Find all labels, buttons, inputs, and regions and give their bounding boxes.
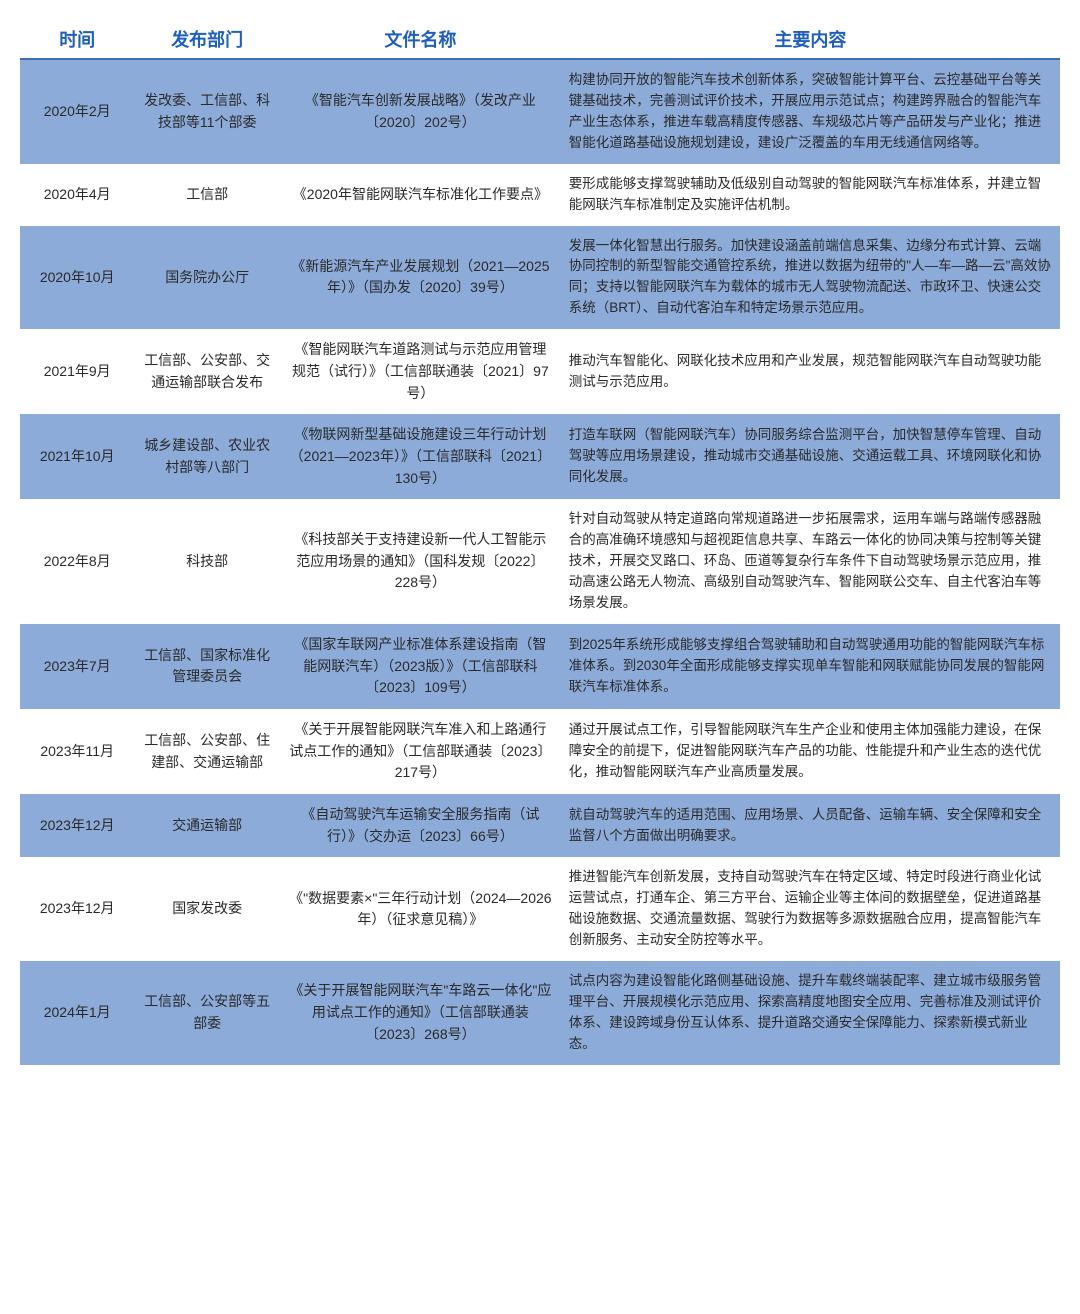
cell-doc: 《关于开展智能网联汽车"车路云一体化"应用试点工作的通知》（工信部联通装〔202… (280, 961, 561, 1065)
table-row: 2020年2月发改委、工信部、科技部等11个部委《智能汽车创新发展战略》（发改产… (20, 59, 1060, 164)
cell-time: 2020年2月 (20, 59, 134, 164)
cell-dept: 科技部 (134, 499, 280, 624)
cell-dept: 工信部、公安部、交通运输部联合发布 (134, 329, 280, 414)
table-row: 2020年10月国务院办公厅《新能源汽车产业发展规划（2021—2025年）》（… (20, 226, 1060, 330)
cell-body: 构建协同开放的智能汽车技术创新体系，突破智能计算平台、云控基础平台等关键基础技术… (561, 59, 1060, 164)
header-row: 时间 发布部门 文件名称 主要内容 (20, 20, 1060, 59)
header-body: 主要内容 (561, 20, 1060, 59)
cell-body: 针对自动驾驶从特定道路向常规道路进一步拓展需求，运用车端与路端传感器融合的高准确… (561, 499, 1060, 624)
cell-time: 2020年4月 (20, 164, 134, 226)
cell-doc: 《自动驾驶汽车运输安全服务指南（试行）》（交办运〔2023〕66号） (280, 794, 561, 857)
cell-dept: 工信部、公安部等五部委 (134, 961, 280, 1065)
cell-doc: 《国家车联网产业标准体系建设指南（智能网联汽车）（2023版）》（工信部联科〔2… (280, 624, 561, 709)
cell-time: 2023年7月 (20, 624, 134, 709)
cell-time: 2023年11月 (20, 709, 134, 794)
cell-body: 要形成能够支撑驾驶辅助及低级别自动驾驶的智能网联汽车标准体系，并建立智能网联汽车… (561, 164, 1060, 226)
cell-doc: 《"数据要素×"三年行动计划（2024—2026年）（征求意见稿）》 (280, 857, 561, 961)
cell-doc: 《智能汽车创新发展战略》（发改产业〔2020〕202号） (280, 59, 561, 164)
cell-body: 到2025年系统形成能够支撑组合驾驶辅助和自动驾驶通用功能的智能网联汽车标准体系… (561, 624, 1060, 709)
cell-time: 2021年10月 (20, 414, 134, 499)
cell-body: 试点内容为建设智能化路侧基础设施、提升车载终端装配率、建立城市级服务管理平台、开… (561, 961, 1060, 1065)
cell-body: 推动汽车智能化、网联化技术应用和产业发展，规范智能网联汽车自动驾驶功能测试与示范… (561, 329, 1060, 414)
table-row: 2021年10月城乡建设部、农业农村部等八部门《物联网新型基础设施建设三年行动计… (20, 414, 1060, 499)
cell-time: 2020年10月 (20, 226, 134, 330)
header-doc: 文件名称 (280, 20, 561, 59)
cell-doc: 《关于开展智能网联汽车准入和上路通行试点工作的通知》（工信部联通装〔2023〕2… (280, 709, 561, 794)
cell-time: 2023年12月 (20, 794, 134, 857)
cell-dept: 工信部、国家标准化管理委员会 (134, 624, 280, 709)
cell-doc: 《新能源汽车产业发展规划（2021—2025年）》（国办发〔2020〕39号） (280, 226, 561, 330)
table-row: 2021年9月工信部、公安部、交通运输部联合发布《智能网联汽车道路测试与示范应用… (20, 329, 1060, 414)
cell-time: 2024年1月 (20, 961, 134, 1065)
cell-dept: 工信部 (134, 164, 280, 226)
cell-time: 2022年8月 (20, 499, 134, 624)
cell-doc: 《科技部关于支持建设新一代人工智能示范应用场景的通知》（国科发规〔2022〕22… (280, 499, 561, 624)
header-dept: 发布部门 (134, 20, 280, 59)
table-row: 2022年8月科技部《科技部关于支持建设新一代人工智能示范应用场景的通知》（国科… (20, 499, 1060, 624)
cell-body: 发展一体化智慧出行服务。加快建设涵盖前端信息采集、边缘分布式计算、云端协同控制的… (561, 226, 1060, 330)
cell-doc: 《2020年智能网联汽车标准化工作要点》 (280, 164, 561, 226)
table-row: 2023年7月工信部、国家标准化管理委员会《国家车联网产业标准体系建设指南（智能… (20, 624, 1060, 709)
cell-dept: 交通运输部 (134, 794, 280, 857)
cell-dept: 城乡建设部、农业农村部等八部门 (134, 414, 280, 499)
cell-dept: 工信部、公安部、住建部、交通运输部 (134, 709, 280, 794)
cell-body: 推进智能汽车创新发展，支持自动驾驶汽车在特定区域、特定时段进行商业化试运营试点，… (561, 857, 1060, 961)
cell-time: 2021年9月 (20, 329, 134, 414)
cell-body: 打造车联网（智能网联汽车）协同服务综合监测平台，加快智慧停车管理、自动驾驶等应用… (561, 414, 1060, 499)
cell-doc: 《智能网联汽车道路测试与示范应用管理规范（试行）》（工信部联通装〔2021〕97… (280, 329, 561, 414)
table-row: 2023年12月交通运输部《自动驾驶汽车运输安全服务指南（试行）》（交办运〔20… (20, 794, 1060, 857)
cell-time: 2023年12月 (20, 857, 134, 961)
cell-dept: 国务院办公厅 (134, 226, 280, 330)
table-row: 2023年11月工信部、公安部、住建部、交通运输部《关于开展智能网联汽车准入和上… (20, 709, 1060, 794)
table-row: 2020年4月工信部《2020年智能网联汽车标准化工作要点》要形成能够支撑驾驶辅… (20, 164, 1060, 226)
cell-body: 通过开展试点工作，引导智能网联汽车生产企业和使用主体加强能力建设，在保障安全的前… (561, 709, 1060, 794)
cell-dept: 发改委、工信部、科技部等11个部委 (134, 59, 280, 164)
table-row: 2024年1月工信部、公安部等五部委《关于开展智能网联汽车"车路云一体化"应用试… (20, 961, 1060, 1065)
cell-doc: 《物联网新型基础设施建设三年行动计划（2021—2023年）》（工信部联科〔20… (280, 414, 561, 499)
policy-table: 时间 发布部门 文件名称 主要内容 2020年2月发改委、工信部、科技部等11个… (20, 20, 1060, 1065)
header-time: 时间 (20, 20, 134, 59)
cell-dept: 国家发改委 (134, 857, 280, 961)
cell-body: 就自动驾驶汽车的适用范围、应用场景、人员配备、运输车辆、安全保障和安全监督八个方… (561, 794, 1060, 857)
table-row: 2023年12月国家发改委《"数据要素×"三年行动计划（2024—2026年）（… (20, 857, 1060, 961)
